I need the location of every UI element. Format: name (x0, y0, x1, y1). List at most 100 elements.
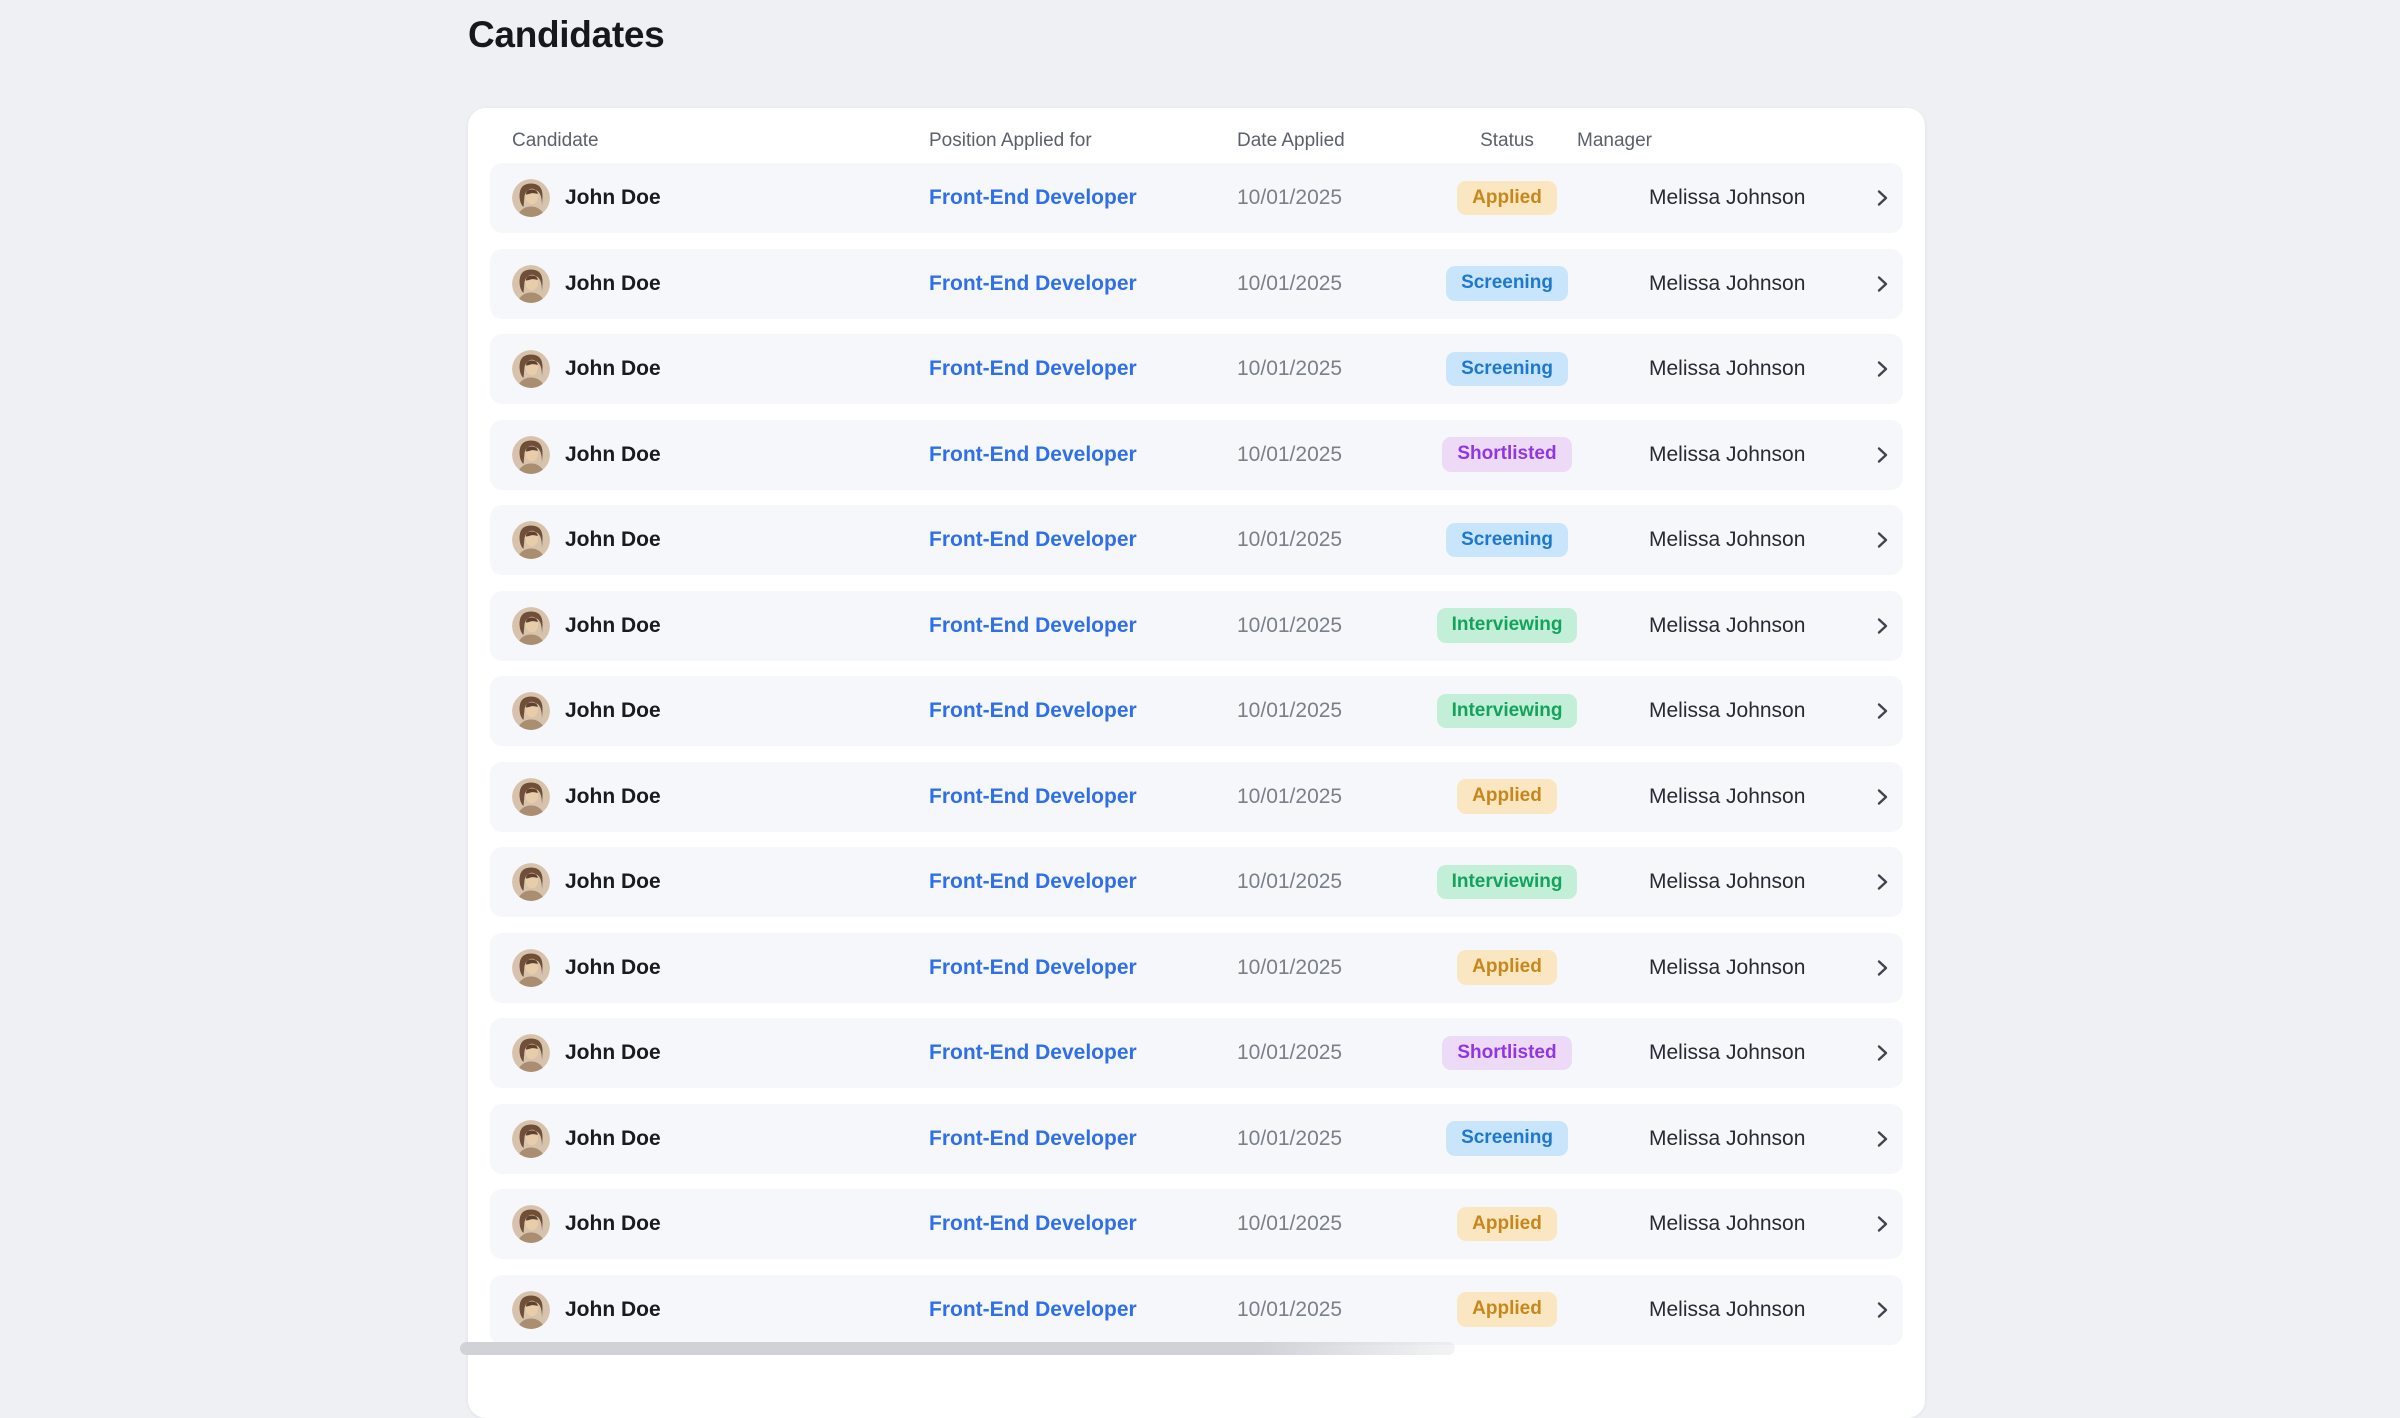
chevron-right-icon[interactable] (1853, 871, 1893, 893)
candidate-avatar (512, 606, 550, 645)
manager-name: Melissa Johnson (1649, 699, 1806, 722)
date-applied: 10/01/2025 (1237, 186, 1343, 209)
candidate-row[interactable]: John Doe Front-End Developer 10/01/2025 … (490, 847, 1903, 917)
status-badge: Shortlisted (1442, 437, 1572, 472)
status-badge: Applied (1457, 779, 1557, 814)
table-body: John Doe Front-End Developer 10/01/2025 … (490, 163, 1903, 1345)
status-badge: Interviewing (1436, 864, 1578, 900)
candidate-cell: John Doe (512, 435, 929, 474)
status-cell: Screening (1437, 266, 1577, 301)
candidates-table-card: Candidate Position Applied for Date Appl… (468, 108, 1925, 1418)
candidate-row[interactable]: John Doe Front-End Developer 10/01/2025 … (490, 505, 1903, 575)
position-link[interactable]: Front-End Developer (929, 955, 1137, 979)
chevron-right-icon[interactable] (1853, 700, 1893, 722)
candidate-row[interactable]: John Doe Front-End Developer 10/01/2025 … (490, 248, 1903, 319)
chevron-right-icon[interactable] (1853, 786, 1893, 808)
status-cell: Interviewing (1436, 693, 1578, 729)
position-link[interactable]: Front-End Developer (929, 186, 1137, 209)
column-header-manager: Manager (1577, 129, 1652, 151)
position-link[interactable]: Front-End Developer (929, 1212, 1137, 1235)
manager-name: Melissa Johnson (1649, 784, 1806, 808)
column-header-status: Status (1480, 129, 1534, 151)
status-cell: Applied (1437, 1292, 1577, 1327)
chevron-right-icon[interactable] (1853, 444, 1893, 466)
manager-name: Melissa Johnson (1649, 357, 1806, 380)
date-applied: 10/01/2025 (1237, 870, 1343, 893)
manager-name: Melissa Johnson (1649, 271, 1806, 295)
status-cell: Shortlisted (1437, 437, 1577, 472)
candidate-row[interactable]: John Doe Front-End Developer 10/01/2025 … (490, 590, 1903, 661)
status-cell: Screening (1437, 351, 1577, 387)
candidate-name: John Doe (565, 186, 661, 209)
candidate-avatar (512, 863, 550, 901)
position-link[interactable]: Front-End Developer (929, 1297, 1137, 1321)
candidate-row[interactable]: John Doe Front-End Developer 10/01/2025 … (490, 1018, 1903, 1088)
status-badge: Interviewing (1436, 608, 1578, 643)
candidate-row[interactable]: John Doe Front-End Developer 10/01/2025 … (490, 1274, 1903, 1345)
candidate-cell: John Doe (512, 606, 929, 645)
position-link[interactable]: Front-End Developer (929, 784, 1137, 808)
chevron-right-icon[interactable] (1853, 358, 1893, 380)
date-applied: 10/01/2025 (1237, 1297, 1343, 1321)
position-link[interactable]: Front-End Developer (929, 613, 1137, 637)
chevron-right-icon[interactable] (1853, 615, 1893, 637)
status-badge: Screening (1446, 1121, 1568, 1156)
candidate-avatar (512, 264, 550, 303)
candidate-name: John Doe (565, 271, 661, 295)
candidate-row[interactable]: John Doe Front-End Developer 10/01/2025 … (490, 932, 1903, 1003)
position-link[interactable]: Front-End Developer (929, 442, 1137, 466)
candidate-name: John Doe (565, 528, 661, 551)
position-link[interactable]: Front-End Developer (929, 271, 1137, 295)
candidate-name: John Doe (565, 613, 661, 637)
position-link[interactable]: Front-End Developer (929, 699, 1137, 722)
status-badge: Screening (1446, 266, 1568, 301)
chevron-right-icon[interactable] (1853, 957, 1893, 979)
position-link[interactable]: Front-End Developer (929, 1126, 1137, 1150)
manager-name: Melissa Johnson (1649, 955, 1806, 979)
chevron-right-icon[interactable] (1853, 1299, 1893, 1321)
position-link[interactable]: Front-End Developer (929, 870, 1137, 893)
status-badge: Applied (1457, 950, 1557, 985)
candidate-row[interactable]: John Doe Front-End Developer 10/01/2025 … (490, 761, 1903, 832)
candidate-cell: John Doe (512, 1290, 929, 1329)
position-link[interactable]: Front-End Developer (929, 357, 1137, 380)
status-cell: Screening (1437, 1121, 1577, 1156)
manager-name: Melissa Johnson (1649, 1212, 1806, 1235)
candidate-cell: John Doe (512, 692, 929, 730)
candidate-row[interactable]: John Doe Front-End Developer 10/01/2025 … (490, 419, 1903, 490)
date-applied: 10/01/2025 (1237, 1126, 1343, 1150)
table-header-row: Candidate Position Applied for Date Appl… (490, 118, 1903, 163)
chevron-right-icon[interactable] (1853, 529, 1893, 551)
candidate-row[interactable]: John Doe Front-End Developer 10/01/2025 … (490, 334, 1903, 404)
status-badge: Screening (1446, 522, 1568, 558)
candidate-row[interactable]: John Doe Front-End Developer 10/01/2025 … (490, 163, 1903, 233)
date-applied: 10/01/2025 (1237, 271, 1343, 295)
date-applied: 10/01/2025 (1237, 613, 1343, 637)
candidate-name: John Doe (565, 442, 661, 466)
column-header-position: Position Applied for (929, 129, 1092, 151)
position-link[interactable]: Front-End Developer (929, 1041, 1137, 1064)
horizontal-scrollbar-thumb[interactable] (460, 1342, 1455, 1355)
candidate-name: John Doe (565, 955, 661, 979)
status-badge: Shortlisted (1442, 1035, 1572, 1071)
candidate-row[interactable]: John Doe Front-End Developer 10/01/2025 … (490, 1103, 1903, 1174)
candidate-name: John Doe (565, 1041, 661, 1064)
candidate-avatar (512, 350, 550, 388)
candidate-row[interactable]: John Doe Front-End Developer 10/01/2025 … (490, 676, 1903, 746)
chevron-right-icon[interactable] (1853, 1042, 1893, 1064)
candidate-row[interactable]: John Doe Front-End Developer 10/01/2025 … (490, 1189, 1903, 1259)
column-header-date: Date Applied (1237, 129, 1345, 151)
candidate-avatar (512, 948, 550, 987)
candidate-name: John Doe (565, 784, 661, 808)
chevron-right-icon[interactable] (1853, 1128, 1893, 1150)
status-cell: Applied (1437, 950, 1577, 985)
chevron-right-icon[interactable] (1853, 1213, 1893, 1235)
chevron-right-icon[interactable] (1853, 187, 1893, 209)
manager-name: Melissa Johnson (1649, 186, 1806, 209)
status-cell: Applied (1437, 779, 1577, 814)
chevron-right-icon[interactable] (1853, 273, 1893, 295)
candidate-cell: John Doe (512, 350, 929, 388)
position-link[interactable]: Front-End Developer (929, 528, 1137, 551)
candidate-cell: John Doe (512, 777, 929, 816)
status-cell: Interviewing (1436, 608, 1578, 643)
